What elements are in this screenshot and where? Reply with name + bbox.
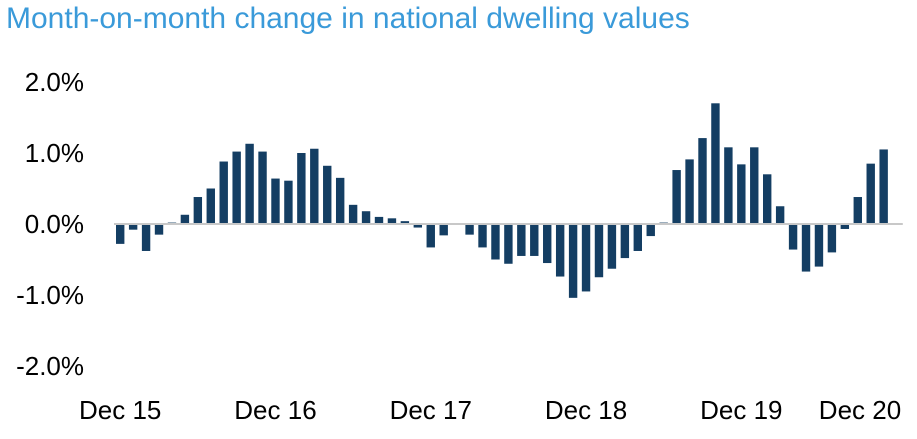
bar-feb-19 [607, 224, 617, 269]
bar-dec-15 [116, 224, 125, 244]
bar-mar-18 [465, 224, 474, 235]
bar-aug-20 [840, 224, 850, 229]
bar-may-18 [491, 224, 500, 260]
bar-oct-16 [245, 143, 254, 224]
bar-jan-16 [128, 224, 138, 230]
y-tick-label: 2.0% [25, 67, 84, 97]
bar-jul-19 [672, 170, 681, 224]
bar-jun-20 [814, 224, 824, 267]
bar-apr-18 [478, 224, 487, 248]
bar-jan-20 [750, 147, 759, 224]
x-tick-label: Dec 16 [234, 395, 316, 425]
bar-jun-17 [348, 204, 358, 224]
bar-mar-20 [775, 206, 785, 224]
bar-mar-19 [620, 224, 630, 259]
bar-oct-19 [711, 103, 720, 224]
bar-aug-16 [219, 161, 228, 224]
bar-feb-16 [141, 224, 151, 251]
bar-aug-19 [685, 159, 694, 224]
bar-apr-20 [788, 224, 798, 250]
bar-jan-19 [594, 224, 604, 278]
bar-jul-20 [827, 224, 837, 253]
y-tick-label: 0.0% [25, 209, 84, 239]
bar-nov-20 [879, 149, 888, 224]
bar-apr-17 [323, 165, 332, 224]
bar-series [116, 103, 888, 298]
y-axis-ticks: 2.0% 1.0% 0.0% -1.0% -2.0% [16, 67, 84, 381]
x-tick-label: Dec 20 [819, 395, 901, 425]
x-tick-label: Dec 19 [700, 395, 782, 425]
bar-jun-16 [193, 197, 203, 224]
bar-nov-16 [258, 151, 267, 224]
bar-nov-17 [413, 224, 423, 228]
x-tick-label: Dec 15 [79, 395, 161, 425]
bar-aug-17 [374, 216, 384, 224]
bar-sep-17 [387, 218, 397, 224]
bar-jul-18 [517, 224, 526, 256]
bar-may-19 [646, 224, 655, 237]
y-tick-label: 1.0% [25, 138, 84, 168]
bar-aug-18 [530, 224, 539, 256]
bar-jun-18 [504, 224, 513, 264]
bar-nov-19 [724, 147, 733, 224]
bar-dec-16 [271, 178, 280, 224]
bar-jan-17 [284, 180, 293, 224]
x-axis-ticks: Dec 15 Dec 16 Dec 17 Dec 18 Dec 19 Dec 20 [79, 395, 901, 425]
y-tick-label: -2.0% [16, 351, 84, 381]
bar-mar-17 [310, 148, 319, 224]
bar-jan-18 [439, 224, 448, 236]
chart-title: Month-on-month change in national dwelli… [6, 2, 690, 35]
bar-sep-16 [232, 151, 241, 224]
bar-nov-18 [568, 224, 578, 298]
bar-apr-19 [633, 224, 642, 251]
bar-feb-20 [763, 174, 772, 224]
x-tick-label: Dec 18 [545, 395, 627, 425]
bar-jul-16 [206, 188, 215, 224]
y-tick-label: -1.0% [16, 280, 84, 310]
bar-oct-17 [400, 221, 410, 224]
bar-oct-20 [866, 163, 875, 224]
bar-feb-17 [297, 153, 306, 224]
bar-sep-20 [853, 197, 862, 224]
bar-may-16 [180, 214, 190, 224]
x-tick-label: Dec 17 [390, 395, 472, 425]
bar-may-17 [335, 177, 345, 224]
bar-mar-16 [154, 224, 164, 235]
bar-jul-17 [361, 211, 371, 224]
bar-sep-18 [543, 224, 552, 264]
bar-dec-19 [737, 164, 746, 224]
bar-may-20 [801, 224, 811, 272]
bar-dec-17 [426, 224, 435, 248]
bar-oct-18 [555, 224, 565, 277]
bar-sep-19 [698, 138, 707, 224]
bar-dec-18 [581, 224, 591, 292]
